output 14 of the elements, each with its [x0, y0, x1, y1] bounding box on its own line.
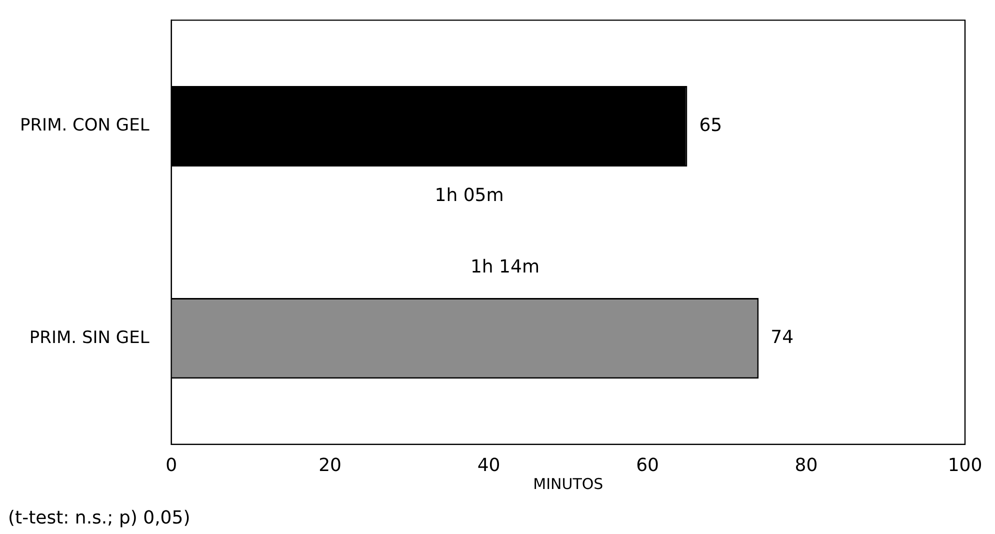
x-tick-label: 80	[794, 454, 818, 476]
x-tick-label: 0	[166, 454, 178, 476]
y-tick-label: PRIM. CON GEL	[20, 116, 150, 136]
x-tick-label: 40	[477, 454, 500, 476]
data-label: 65	[699, 114, 722, 136]
annotation: 1h 05m	[434, 185, 504, 206]
y-tick-label: PRIM. SIN GEL	[29, 328, 150, 348]
text: (t-test: n.s.; p) 0,05)	[8, 508, 190, 529]
annotation: 1h 14m	[470, 256, 540, 278]
data-label: 74	[770, 327, 794, 348]
x-tick-label: 60	[636, 454, 659, 476]
x-tick-label: 20	[318, 454, 342, 476]
x-tick-label: 100	[948, 454, 982, 476]
x-axis-title: MINUTOS	[533, 474, 604, 493]
